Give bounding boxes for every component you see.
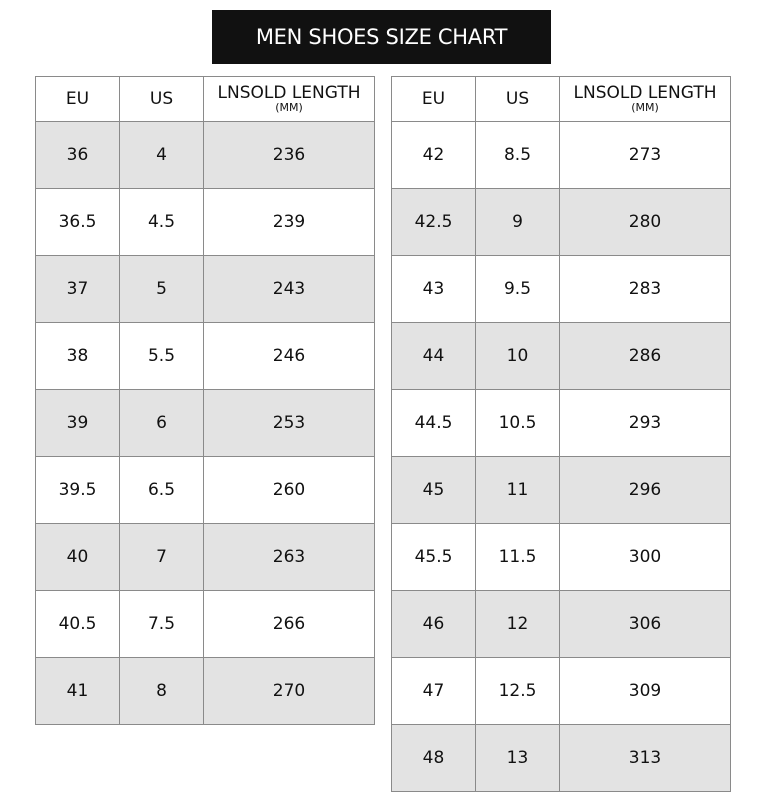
table-row: 41 8 270 [35, 657, 375, 725]
table-row: 48 13 313 [391, 724, 731, 792]
cell-eu: 42 [391, 121, 476, 189]
cell-us: 9 [475, 188, 560, 256]
table-row: 40 7 263 [35, 523, 375, 591]
cell-length: 236 [203, 121, 375, 189]
cell-us: 6.5 [119, 456, 204, 524]
table-row: 47 12.5 309 [391, 657, 731, 725]
cell-us: 5.5 [119, 322, 204, 390]
header-eu: EU [391, 76, 476, 122]
cell-us: 7.5 [119, 590, 204, 658]
cell-eu: 36.5 [35, 188, 120, 256]
cell-us: 6 [119, 389, 204, 457]
cell-length: 306 [559, 590, 731, 658]
header-length: LNSOLD LENGTH (MM) [203, 76, 375, 122]
cell-length: 266 [203, 590, 375, 658]
cell-eu: 41 [35, 657, 120, 725]
cell-us: 11.5 [475, 523, 560, 591]
table-row: 42.5 9 280 [391, 188, 731, 256]
cell-us: 9.5 [475, 255, 560, 323]
header-eu: EU [35, 76, 120, 122]
cell-length: 270 [203, 657, 375, 725]
cell-us: 10.5 [475, 389, 560, 457]
cell-eu: 42.5 [391, 188, 476, 256]
cell-length: 293 [559, 389, 731, 457]
cell-length: 273 [559, 121, 731, 189]
cell-us: 8 [119, 657, 204, 725]
header-row: EU US LNSOLD LENGTH (MM) [391, 76, 731, 122]
table-row: 44.5 10.5 293 [391, 389, 731, 457]
header-length-label: LNSOLD LENGTH [573, 83, 717, 103]
cell-length: 263 [203, 523, 375, 591]
cell-us: 8.5 [475, 121, 560, 189]
cell-length: 296 [559, 456, 731, 524]
cell-us: 13 [475, 724, 560, 792]
header-length-label: LNSOLD LENGTH [217, 83, 361, 103]
cell-eu: 37 [35, 255, 120, 323]
cell-us: 5 [119, 255, 204, 323]
cell-eu: 39 [35, 389, 120, 457]
cell-eu: 40.5 [35, 590, 120, 658]
cell-us: 4.5 [119, 188, 204, 256]
cell-length: 283 [559, 255, 731, 323]
cell-eu: 45.5 [391, 523, 476, 591]
table-row: 40.5 7.5 266 [35, 590, 375, 658]
table-row: 39.5 6.5 260 [35, 456, 375, 524]
cell-length: 309 [559, 657, 731, 725]
table-row: 46 12 306 [391, 590, 731, 658]
table-row: 42 8.5 273 [391, 121, 731, 189]
table-row: 43 9.5 283 [391, 255, 731, 323]
cell-us: 7 [119, 523, 204, 591]
table-row: 36.5 4.5 239 [35, 188, 375, 256]
cell-eu: 46 [391, 590, 476, 658]
cell-us: 12.5 [475, 657, 560, 725]
cell-length: 300 [559, 523, 731, 591]
cell-us: 4 [119, 121, 204, 189]
header-length-unit: (MM) [631, 101, 659, 114]
table-row: 45.5 11.5 300 [391, 523, 731, 591]
table-row: 39 6 253 [35, 389, 375, 457]
cell-eu: 36 [35, 121, 120, 189]
size-table-right: EU US LNSOLD LENGTH (MM) 42 8.5 273 42.5 9 28… [391, 76, 731, 792]
header-length-unit: (MM) [275, 101, 303, 114]
cell-eu: 47 [391, 657, 476, 725]
cell-eu: 44 [391, 322, 476, 390]
cell-eu: 40 [35, 523, 120, 591]
header-us: US [475, 76, 560, 122]
cell-length: 243 [203, 255, 375, 323]
size-table-left: EU US LNSOLD LENGTH (MM) 36 4 236 36.5 4.5 23… [35, 76, 375, 725]
header-us: US [119, 76, 204, 122]
cell-length: 260 [203, 456, 375, 524]
table-row: 44 10 286 [391, 322, 731, 390]
header-row: EU US LNSOLD LENGTH (MM) [35, 76, 375, 122]
cell-us: 12 [475, 590, 560, 658]
cell-eu: 43 [391, 255, 476, 323]
cell-us: 10 [475, 322, 560, 390]
cell-us: 11 [475, 456, 560, 524]
cell-eu: 45 [391, 456, 476, 524]
table-row: 45 11 296 [391, 456, 731, 524]
cell-length: 280 [559, 188, 731, 256]
cell-length: 246 [203, 322, 375, 390]
cell-eu: 39.5 [35, 456, 120, 524]
cell-length: 313 [559, 724, 731, 792]
cell-eu: 38 [35, 322, 120, 390]
cell-length: 239 [203, 188, 375, 256]
table-row: 38 5.5 246 [35, 322, 375, 390]
table-row: 37 5 243 [35, 255, 375, 323]
cell-length: 286 [559, 322, 731, 390]
cell-eu: 44.5 [391, 389, 476, 457]
chart-title: MEN SHOES SIZE CHART [212, 10, 551, 64]
cell-eu: 48 [391, 724, 476, 792]
cell-length: 253 [203, 389, 375, 457]
table-row: 36 4 236 [35, 121, 375, 189]
header-length: LNSOLD LENGTH (MM) [559, 76, 731, 122]
